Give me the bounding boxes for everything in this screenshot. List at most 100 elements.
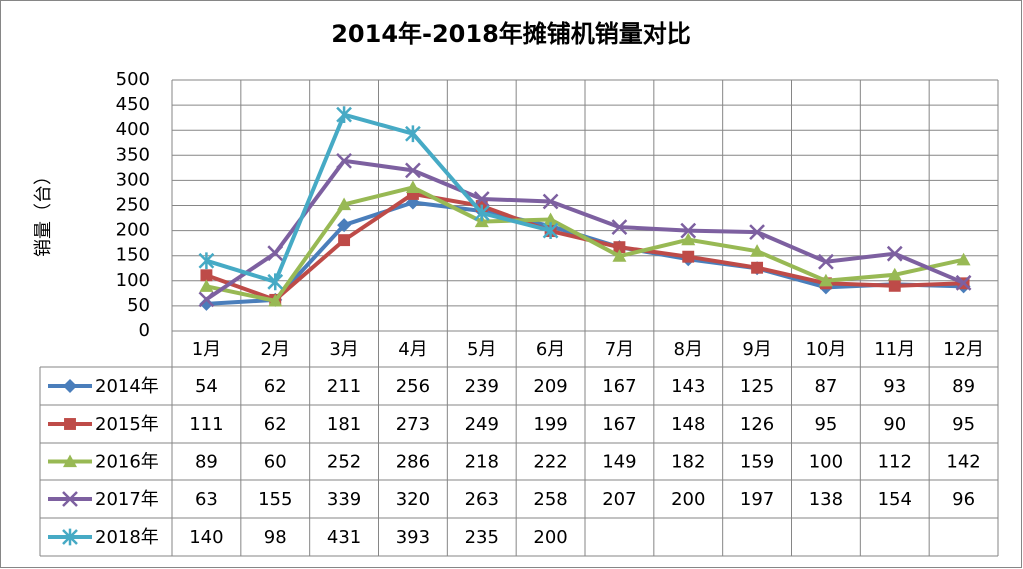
table-value: 249	[465, 414, 499, 435]
table-value: 182	[671, 452, 705, 473]
table-value: 167	[602, 376, 636, 397]
y-tick-label: 350	[116, 144, 150, 165]
legend-label: 2017年	[95, 489, 159, 510]
series-line	[205, 112, 552, 284]
series-line	[205, 158, 965, 302]
point-marker	[473, 191, 490, 207]
table-value: 339	[327, 489, 361, 510]
table-value: 60	[264, 452, 287, 473]
table-value: 393	[396, 527, 430, 548]
table-value: 273	[396, 414, 430, 435]
point-marker	[405, 162, 421, 179]
table-value: 95	[814, 414, 837, 435]
point-marker	[611, 219, 628, 235]
y-axis-label: 销量（台）	[33, 167, 54, 257]
table-value: 155	[258, 489, 292, 510]
point-marker	[955, 274, 972, 291]
table-value: 209	[533, 376, 567, 397]
x-tick-label: 2月	[261, 339, 290, 360]
y-tick-label: 100	[116, 270, 150, 291]
point-marker	[543, 212, 558, 226]
table-value: 93	[883, 376, 906, 397]
point-marker	[612, 249, 627, 262]
table-value: 197	[740, 489, 774, 510]
table-value: 126	[740, 414, 774, 435]
x-tick-label: 12月	[943, 339, 984, 360]
legend-label: 2018年	[95, 527, 159, 548]
point-marker	[681, 232, 696, 246]
point-marker	[337, 197, 352, 211]
point-marker	[337, 218, 352, 233]
table-value: 140	[189, 527, 223, 548]
table-value: 96	[952, 489, 975, 510]
y-tick-label: 50	[127, 295, 150, 316]
table-value: 142	[946, 452, 980, 473]
point-marker	[267, 245, 284, 262]
point-marker	[613, 241, 626, 254]
table-value: 256	[396, 376, 430, 397]
point-marker	[888, 279, 901, 292]
table-value: 54	[195, 376, 218, 397]
table-value: 87	[814, 376, 837, 397]
y-tick-label: 300	[116, 169, 150, 190]
y-tick-label: 250	[116, 195, 150, 216]
table-value: 154	[878, 489, 912, 510]
table-value: 252	[327, 452, 361, 473]
table-value: 112	[878, 452, 912, 473]
point-marker	[268, 293, 283, 307]
x-tick-label: 7月	[605, 339, 634, 360]
legend-label: 2014年	[95, 376, 159, 397]
point-marker	[406, 188, 419, 200]
y-tick-label: 200	[116, 220, 150, 241]
point-marker	[405, 180, 420, 194]
x-tick-label: 9月	[742, 339, 771, 360]
x-tick-label: 1月	[192, 339, 221, 360]
y-tick-label: 400	[116, 119, 150, 140]
point-marker	[336, 152, 352, 169]
point-marker	[956, 252, 971, 266]
y-tick-label: 0	[139, 320, 150, 341]
table-value: 100	[809, 452, 843, 473]
legend-marker	[63, 379, 77, 393]
y-tick-label: 450	[116, 94, 150, 115]
table-value: 263	[465, 489, 499, 510]
series-line	[206, 185, 965, 303]
table-value: 181	[327, 414, 361, 435]
x-tick-label: 5月	[467, 339, 496, 360]
table-value: 89	[952, 376, 975, 397]
table-value: 200	[671, 489, 705, 510]
table-value: 167	[602, 414, 636, 435]
table-value: 62	[264, 414, 287, 435]
table-value: 90	[883, 414, 906, 435]
table-value: 286	[396, 452, 430, 473]
legend-label: 2015年	[95, 414, 159, 435]
chart-title: 2014年-2018年摊铺机销量对比	[331, 20, 691, 48]
table-value: 63	[195, 489, 218, 510]
point-marker	[198, 252, 215, 270]
y-tick-label: 500	[116, 69, 150, 90]
table-value: 148	[671, 414, 705, 435]
x-tick-label: 11月	[874, 339, 915, 360]
legend-label: 2016年	[95, 452, 159, 473]
table-value: 62	[264, 376, 287, 397]
table-value: 159	[740, 452, 774, 473]
point-marker	[473, 204, 490, 222]
table-value: 89	[195, 452, 218, 473]
table-value: 222	[533, 452, 567, 473]
legend-marker	[62, 528, 78, 546]
x-tick-label: 10月	[805, 339, 846, 360]
table-value: 239	[465, 376, 499, 397]
point-marker	[749, 224, 765, 240]
table-value: 111	[189, 414, 223, 435]
point-marker	[267, 273, 284, 291]
point-marker	[200, 269, 213, 282]
table-value: 218	[465, 452, 499, 473]
x-tick-label: 6月	[536, 339, 565, 360]
point-marker	[338, 234, 351, 247]
point-marker	[887, 267, 902, 281]
table-value: 211	[327, 376, 361, 397]
legend-marker	[62, 491, 78, 507]
point-marker	[680, 222, 697, 239]
legend-marker	[63, 454, 77, 468]
